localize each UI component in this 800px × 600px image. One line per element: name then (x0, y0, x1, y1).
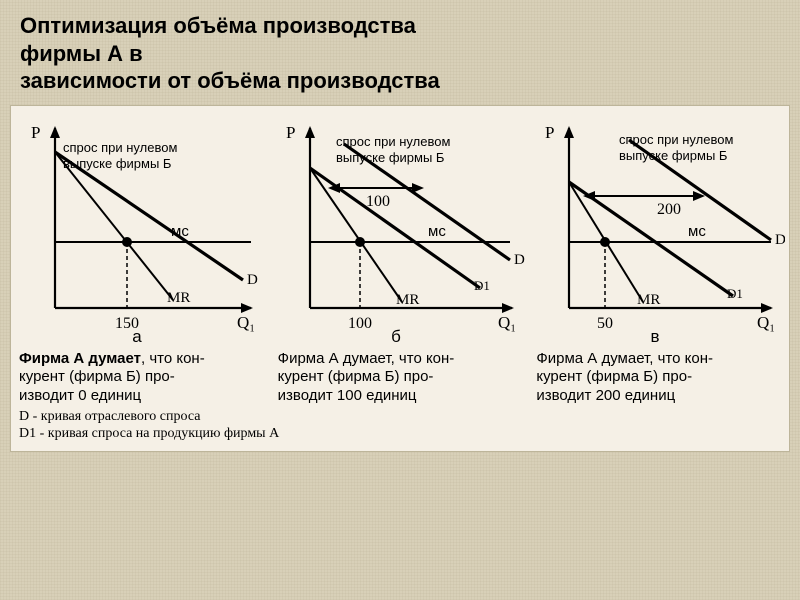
chart-panel-c: P Q₁ D D1 MR мс 50 спрос при нулевомвыпуске фир… (533, 112, 785, 346)
title-line-1: Оптимизация объёма производства (20, 13, 416, 38)
svg-text:P: P (31, 123, 40, 142)
svg-text:MR: MR (167, 290, 190, 306)
chart-container: PQ₁DMRмс150спрос при нулевомвыпуске фирм… (10, 105, 790, 452)
svg-text:D1: D1 (474, 278, 490, 293)
caption-c: Фирма А думает, что кон-курент (фирма Б)… (532, 350, 785, 406)
svg-text:MR: MR (396, 292, 419, 308)
legend-d: D - кривая отраслевого спроса (19, 408, 781, 426)
svg-text:D: D (514, 252, 525, 268)
svg-text:D1: D1 (727, 286, 743, 301)
caption-row: Фирма А думает, что кон-курент (фирма Б)… (15, 350, 785, 406)
svg-text:спрос при нулевом: спрос при нулевом (619, 132, 733, 147)
legend: D - кривая отраслевого спроса D1 - крива… (15, 408, 785, 447)
svg-text:50: 50 (597, 315, 613, 332)
title-line-2: фирмы А в (20, 41, 143, 66)
svg-text:мс: мс (688, 223, 706, 240)
svg-text:100: 100 (348, 315, 372, 332)
svg-text:а: а (132, 327, 142, 346)
svg-text:100: 100 (366, 193, 390, 210)
svg-text:P: P (545, 123, 554, 142)
caption-a-prefix: Фирма А думает (19, 350, 141, 367)
svg-text:Q₁: Q₁ (237, 313, 255, 332)
chart-panel-b: P Q₁ D D1 MR мс 100 спрос при нулевомвыпуске фи… (274, 112, 526, 346)
chart-panel-a: PQ₁DMRмс150спрос при нулевомвыпуске фирм… (15, 112, 267, 346)
svg-text:мс: мс (171, 223, 189, 240)
title-line-3: зависимости от объёма производства (20, 68, 440, 93)
svg-text:P: P (286, 123, 295, 142)
svg-text:200: 200 (657, 201, 681, 218)
svg-text:выпуске фирмы Б: выпуске фирмы Б (619, 148, 727, 163)
caption-b-prefix: Фирма А думает (278, 350, 391, 367)
svg-text:мс: мс (428, 223, 446, 240)
svg-text:Q₁: Q₁ (498, 313, 516, 332)
svg-text:Q₁: Q₁ (757, 313, 775, 332)
legend-d1: D1 - кривая спроса на продукцию фирмы А (19, 425, 781, 443)
svg-text:б: б (391, 327, 401, 346)
caption-a: Фирма А думает, что кон-курент (фирма Б)… (15, 350, 268, 406)
svg-text:D: D (247, 272, 258, 288)
page-title: Оптимизация объёма производства фирмы А … (0, 0, 800, 99)
caption-c-prefix: Фирма А думает (536, 350, 649, 367)
svg-text:спрос при нулевом: спрос при нулевом (336, 134, 450, 149)
svg-text:выпуске фирмы Б: выпуске фирмы Б (336, 150, 444, 165)
svg-text:MR: MR (637, 292, 660, 308)
svg-text:спрос при нулевом: спрос при нулевом (63, 140, 177, 155)
svg-text:выпуске фирмы Б: выпуске фирмы Б (63, 156, 171, 171)
svg-text:в: в (650, 327, 659, 346)
svg-text:D: D (775, 232, 785, 248)
panels-row: PQ₁DMRмс150спрос при нулевомвыпуске фирм… (15, 112, 785, 346)
caption-b: Фирма А думает, что кон-курент (фирма Б)… (274, 350, 527, 406)
